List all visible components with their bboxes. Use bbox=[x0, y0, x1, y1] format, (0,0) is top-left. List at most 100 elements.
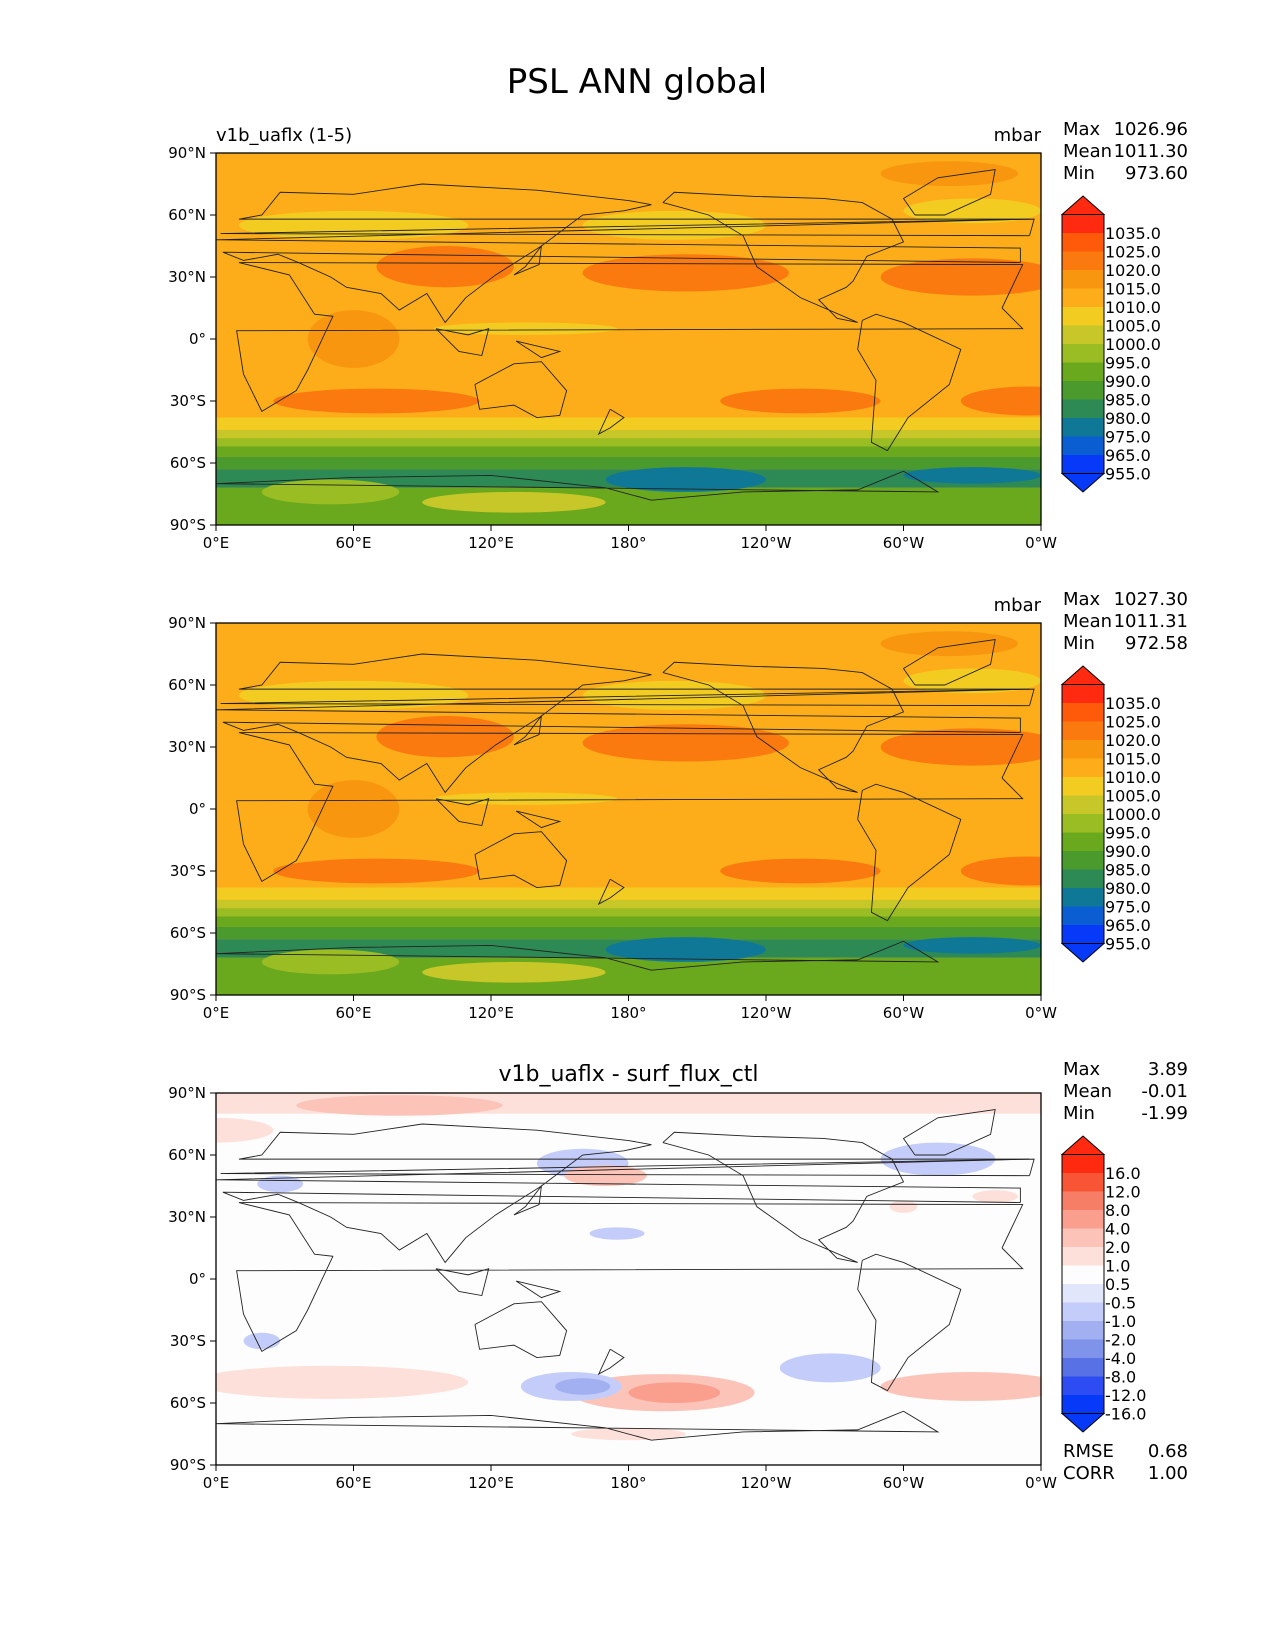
y-tick-label: 60°S bbox=[170, 1394, 206, 1412]
psl-satl-high bbox=[960, 386, 1041, 416]
colorbar-max-extend bbox=[1060, 665, 1106, 685]
stat-value: 3.89 bbox=[1148, 1059, 1188, 1080]
colorbar-segment bbox=[1062, 270, 1104, 289]
coastline bbox=[902, 638, 996, 686]
panel-left-title: v1b_uaflx (1-5) bbox=[216, 125, 352, 146]
colorbar-segment bbox=[1062, 344, 1104, 363]
colorbar-segment bbox=[1062, 1173, 1104, 1192]
colorbar-segment bbox=[1062, 1284, 1104, 1303]
coastline bbox=[662, 191, 905, 323]
panel-units: mbar bbox=[994, 125, 1042, 146]
coastline bbox=[515, 810, 562, 829]
colorbar-frame bbox=[1061, 684, 1105, 944]
colorbar-segment bbox=[1062, 777, 1104, 796]
x-tick-label: 0°W bbox=[1025, 1004, 1057, 1022]
colorbar-level-label: 975.0 bbox=[1105, 428, 1151, 447]
psl-natl-high bbox=[880, 258, 1041, 296]
colorbar-segment bbox=[1062, 288, 1104, 308]
colorbar-level-label: 990.0 bbox=[1105, 842, 1151, 861]
stat-value: 1011.31 bbox=[1114, 611, 1188, 632]
x-tick-label: 0°W bbox=[1025, 534, 1057, 552]
colorbar-min-extend bbox=[1060, 473, 1106, 493]
x-tick-label: 180° bbox=[610, 1004, 646, 1022]
colorbar-segment bbox=[1062, 740, 1104, 759]
psl-sio-high bbox=[273, 858, 480, 884]
coastline bbox=[662, 1131, 905, 1263]
colorbar-level-label: 1020.0 bbox=[1105, 731, 1161, 750]
psl-iceland-low bbox=[903, 198, 1041, 224]
panel-units: mbar bbox=[994, 595, 1042, 616]
coastline bbox=[513, 244, 543, 276]
colorbar-segment bbox=[1062, 418, 1104, 437]
colorbar-segment bbox=[1062, 399, 1104, 419]
colorbar-segment bbox=[1062, 1247, 1104, 1266]
coastline bbox=[513, 714, 543, 746]
psl-ant-blob2 bbox=[422, 491, 606, 513]
footer-stat-label: RMSE bbox=[1063, 1441, 1114, 1462]
psl-sio-high bbox=[273, 388, 480, 414]
coastline bbox=[236, 262, 1024, 412]
y-tick-label: 90°S bbox=[170, 1456, 206, 1474]
colorbar: 1035.01025.01020.01015.01010.01005.01000… bbox=[1060, 665, 1161, 963]
diff-africa-neg bbox=[243, 1332, 281, 1350]
coastline bbox=[474, 831, 568, 888]
y-tick-label: 60°N bbox=[168, 676, 206, 694]
psl-npac-high bbox=[582, 724, 789, 762]
coastline bbox=[515, 340, 562, 359]
psl-band-s3 bbox=[216, 908, 1041, 917]
colorbar-segment bbox=[1062, 307, 1104, 326]
colorbar-level-label: 985.0 bbox=[1105, 861, 1151, 880]
psl-amundsen-low bbox=[605, 467, 767, 492]
psl-greenland-high bbox=[880, 631, 1019, 657]
x-tick-label: 60°W bbox=[883, 534, 925, 552]
colorbar-level-label: -8.0 bbox=[1105, 1368, 1136, 1387]
coastline bbox=[435, 328, 490, 357]
y-tick-label: 30°S bbox=[170, 392, 206, 410]
psl-band-s5 bbox=[216, 456, 1041, 470]
coastline bbox=[216, 183, 1030, 324]
psl-band-s1 bbox=[216, 887, 1041, 900]
stat-value: 1026.96 bbox=[1114, 119, 1188, 140]
colorbar-level-label: 1010.0 bbox=[1105, 298, 1161, 317]
map-panel-3: 0°E 60°E 120°E 180° 120°W 60°W 0°W 90°N 60°N 30°N… bbox=[168, 1059, 1188, 1492]
coastline bbox=[662, 661, 905, 793]
x-tick-label: 0°E bbox=[203, 1474, 230, 1492]
x-tick-label: 120°E bbox=[468, 1004, 514, 1022]
x-tick-label: 0°E bbox=[203, 534, 230, 552]
colorbar-level-label: -12.0 bbox=[1105, 1386, 1146, 1405]
colorbar-level-label: 16.0 bbox=[1105, 1164, 1141, 1183]
colorbar-segment bbox=[1062, 684, 1104, 704]
x-tick-label: 120°W bbox=[741, 1474, 792, 1492]
x-tick-label: 0°W bbox=[1025, 1474, 1057, 1492]
coastline bbox=[902, 1108, 996, 1156]
diff-so-peak2 bbox=[628, 1382, 721, 1403]
stat-label: Mean bbox=[1063, 141, 1112, 162]
colorbar-level-label: 1035.0 bbox=[1105, 224, 1161, 243]
psl-weddell-low bbox=[903, 937, 1041, 954]
y-tick-label: 30°S bbox=[170, 862, 206, 880]
y-tick-label: 60°N bbox=[168, 206, 206, 224]
coastline bbox=[236, 1202, 1024, 1352]
psl-npac-high bbox=[582, 254, 789, 292]
colorbar-segment bbox=[1062, 814, 1104, 833]
psl-africa-high bbox=[307, 780, 400, 838]
psl-iceland-low bbox=[903, 668, 1041, 694]
colorbar-segment bbox=[1062, 381, 1104, 400]
colorbar-level-label: 1005.0 bbox=[1105, 787, 1161, 806]
colorbar-level-label: 955.0 bbox=[1105, 935, 1151, 954]
colorbar-level-label: -0.5 bbox=[1105, 1294, 1136, 1313]
diff-so-neg1-core bbox=[555, 1378, 611, 1395]
psl-ant-blob1 bbox=[261, 949, 400, 975]
x-tick-label: 60°E bbox=[335, 534, 371, 552]
coastline bbox=[216, 1123, 1030, 1264]
colorbar-segment bbox=[1062, 1265, 1104, 1285]
colorbar-segment bbox=[1062, 1358, 1104, 1377]
y-tick-label: 90°N bbox=[168, 144, 206, 162]
colorbar-level-label: 1015.0 bbox=[1105, 280, 1161, 299]
colorbar-level-label: 1000.0 bbox=[1105, 805, 1161, 824]
colorbar-level-label: 965.0 bbox=[1105, 446, 1151, 465]
colorbar: 16.012.08.04.02.01.00.5-0.5-1.0-2.0-4.0-… bbox=[1060, 1135, 1146, 1433]
coastline bbox=[216, 653, 1030, 794]
coastline bbox=[515, 1280, 562, 1299]
stat-label: Min bbox=[1063, 1103, 1095, 1124]
